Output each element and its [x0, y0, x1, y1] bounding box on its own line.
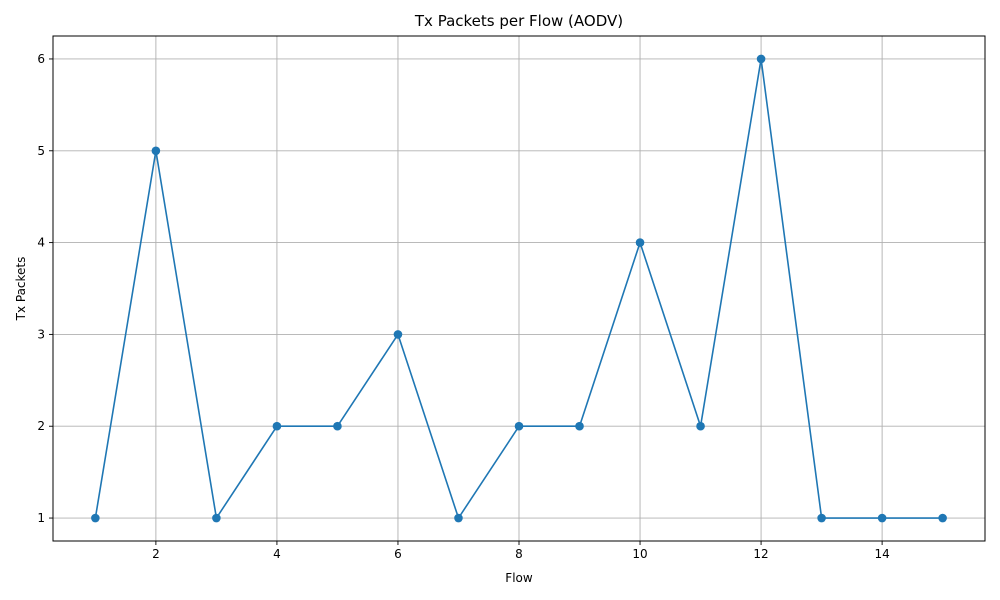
data-point: [454, 513, 463, 523]
y-tick-label: 3: [37, 327, 45, 341]
y-tick-label: 2: [37, 419, 45, 433]
x-tick-label: 2: [152, 547, 160, 561]
x-tick-label: 12: [753, 547, 768, 561]
data-point: [756, 54, 766, 64]
y-axis-label: Tx Packets: [14, 257, 28, 322]
data-point: [817, 513, 826, 523]
data-point: [575, 421, 584, 431]
data-point: [333, 421, 342, 431]
x-tick-label: 8: [515, 547, 523, 561]
x-tick-label: 10: [632, 547, 647, 561]
data-point: [212, 513, 221, 523]
data-point: [272, 421, 282, 431]
y-tick-label: 5: [37, 144, 45, 158]
y-tick-label: 4: [37, 236, 45, 250]
data-point: [514, 421, 524, 431]
data-point: [635, 238, 645, 247]
series-layer: [91, 54, 947, 523]
x-tick-label: 4: [273, 547, 281, 561]
data-point: [877, 513, 887, 523]
x-tick-label: 14: [874, 547, 889, 561]
data-point: [151, 146, 161, 156]
data-point: [393, 330, 403, 339]
data-point: [91, 513, 100, 523]
x-tick-label: 6: [394, 547, 402, 561]
data-point: [696, 421, 705, 431]
chart-title: Tx Packets per Flow (AODV): [414, 12, 623, 30]
data-point: [938, 513, 947, 523]
y-tick-label: 1: [37, 511, 45, 525]
x-axis-label: Flow: [505, 571, 533, 585]
y-tick-label: 6: [37, 52, 45, 66]
